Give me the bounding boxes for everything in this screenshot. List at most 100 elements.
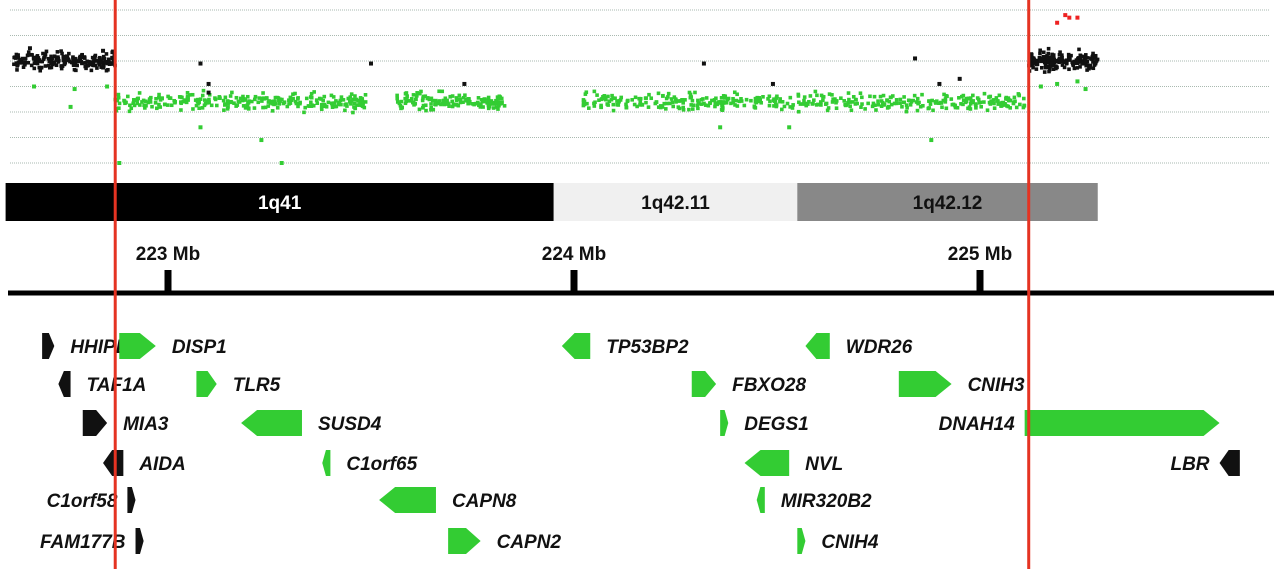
data-point bbox=[37, 65, 42, 70]
data-point bbox=[218, 96, 222, 100]
data-point bbox=[973, 102, 978, 106]
data-point bbox=[1046, 46, 1051, 51]
data-point bbox=[417, 107, 422, 112]
gene-label: TLR5 bbox=[233, 375, 281, 396]
data-point bbox=[197, 106, 201, 111]
data-point bbox=[945, 94, 949, 99]
data-point bbox=[725, 97, 730, 102]
data-point bbox=[606, 94, 610, 99]
data-point bbox=[21, 65, 26, 69]
data-point bbox=[927, 99, 931, 103]
data-point bbox=[752, 105, 757, 109]
data-point bbox=[624, 105, 629, 109]
data-point bbox=[457, 97, 462, 101]
data-point bbox=[467, 99, 472, 104]
data-point bbox=[153, 101, 158, 105]
tick-label: 223 Mb bbox=[136, 244, 200, 265]
data-point bbox=[73, 56, 77, 61]
data-point bbox=[169, 103, 174, 108]
data-point bbox=[434, 102, 438, 107]
data-point bbox=[674, 100, 678, 104]
data-point bbox=[595, 93, 599, 97]
data-point bbox=[930, 98, 934, 103]
data-point bbox=[847, 97, 851, 102]
gene-arrow bbox=[898, 371, 952, 397]
data-point bbox=[26, 50, 31, 54]
data-point bbox=[649, 96, 654, 101]
data-point bbox=[429, 102, 433, 106]
data-point bbox=[485, 101, 489, 105]
data-point bbox=[656, 105, 661, 109]
data-point bbox=[735, 104, 740, 108]
data-point bbox=[673, 97, 678, 101]
data-point bbox=[80, 55, 84, 60]
data-point bbox=[33, 56, 37, 61]
data-point bbox=[264, 96, 269, 100]
data-point bbox=[222, 108, 226, 112]
data-point bbox=[798, 102, 803, 106]
data-point bbox=[13, 56, 18, 60]
data-point bbox=[1058, 59, 1063, 64]
data-point bbox=[207, 92, 212, 97]
data-point bbox=[1077, 47, 1081, 52]
data-point bbox=[322, 102, 327, 107]
data-point bbox=[1094, 60, 1098, 65]
data-point bbox=[633, 95, 638, 100]
data-point bbox=[853, 97, 858, 102]
data-point bbox=[905, 105, 909, 110]
data-point bbox=[774, 96, 779, 100]
data-point bbox=[968, 107, 973, 111]
data-point bbox=[47, 59, 52, 64]
data-point bbox=[753, 96, 758, 101]
data-point bbox=[341, 98, 346, 102]
data-point bbox=[240, 98, 245, 103]
data-point bbox=[280, 97, 284, 102]
data-point bbox=[131, 98, 136, 102]
data-point bbox=[796, 94, 801, 98]
data-point bbox=[461, 100, 465, 104]
data-point bbox=[142, 103, 146, 108]
data-point bbox=[348, 95, 353, 99]
data-point bbox=[206, 100, 210, 105]
data-point bbox=[718, 100, 723, 104]
data-point bbox=[671, 104, 676, 109]
gene-arrow bbox=[379, 487, 436, 513]
data-point bbox=[186, 98, 190, 102]
data-point bbox=[101, 63, 106, 67]
tick-label: 225 Mb bbox=[948, 244, 1012, 265]
data-point bbox=[486, 98, 491, 103]
data-point bbox=[959, 102, 963, 106]
data-point bbox=[963, 100, 968, 105]
data-point bbox=[1031, 65, 1035, 70]
data-point bbox=[194, 103, 199, 108]
data-point bbox=[953, 104, 957, 108]
data-point bbox=[464, 98, 468, 103]
data-point bbox=[915, 108, 920, 113]
data-point bbox=[1084, 63, 1088, 68]
data-point bbox=[84, 66, 88, 71]
data-point bbox=[680, 97, 684, 102]
data-point bbox=[40, 59, 44, 64]
data-point bbox=[273, 100, 277, 104]
outlier-point bbox=[1075, 15, 1080, 20]
data-point bbox=[498, 101, 503, 106]
data-point bbox=[873, 103, 877, 108]
data-point bbox=[245, 103, 250, 108]
data-point bbox=[1043, 60, 1047, 65]
data-point bbox=[80, 61, 84, 66]
gene-arrow bbox=[720, 410, 729, 436]
data-point bbox=[482, 99, 486, 104]
outlier-point bbox=[787, 125, 792, 130]
data-point bbox=[320, 103, 325, 108]
data-point bbox=[157, 102, 161, 107]
data-point bbox=[843, 102, 847, 107]
outlier-point bbox=[1055, 81, 1060, 86]
data-point bbox=[260, 99, 264, 103]
data-point bbox=[848, 104, 852, 109]
data-point bbox=[696, 102, 701, 106]
data-point bbox=[75, 63, 79, 68]
data-point bbox=[63, 60, 68, 65]
data-point bbox=[979, 104, 983, 109]
data-point bbox=[64, 54, 69, 58]
data-point bbox=[1057, 52, 1062, 57]
